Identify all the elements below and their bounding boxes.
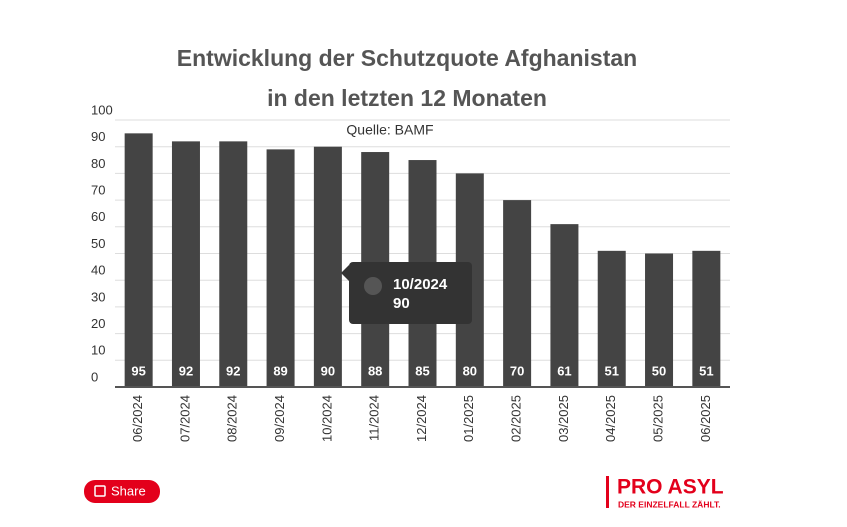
- value-label: 51: [699, 363, 713, 378]
- y-tick-label: 40: [91, 263, 105, 278]
- value-label: 70: [510, 363, 524, 378]
- y-tick-label: 50: [91, 236, 105, 251]
- x-tick-label: 08/2024: [225, 395, 240, 442]
- x-tick-label: 06/2025: [698, 395, 713, 442]
- x-tick-label: 12/2024: [414, 395, 429, 442]
- logo-bar: [606, 476, 609, 508]
- chart-title: Entwicklung der Schutzquote Afghanistan: [177, 45, 637, 71]
- x-tick-label: 02/2025: [509, 395, 524, 442]
- tooltip-arrow: [341, 265, 349, 281]
- tooltip: 10/2024 90: [341, 262, 472, 324]
- bar: [313, 146, 342, 387]
- bar: [597, 250, 626, 387]
- value-label: 50: [652, 363, 666, 378]
- bar: [550, 224, 579, 387]
- y-tick-label: 0: [91, 369, 98, 384]
- bar: [124, 133, 153, 387]
- x-tick-label: 05/2025: [650, 395, 665, 442]
- bar: [503, 200, 532, 387]
- logo: PRO ASYL DER EINZELFALL ZÄHLT.: [606, 476, 724, 509]
- y-tick-label: 100: [91, 102, 113, 117]
- x-tick-label: 03/2025: [556, 395, 571, 442]
- chart-subtitle: Quelle: BAMF: [346, 122, 433, 138]
- value-label: 88: [368, 363, 382, 378]
- bar: [266, 149, 295, 387]
- y-tick-label: 30: [91, 289, 105, 304]
- value-label: 51: [604, 363, 618, 378]
- bar: [692, 250, 721, 387]
- y-tick-label: 10: [91, 343, 105, 358]
- x-tick-label: 10/2024: [319, 395, 334, 442]
- value-label: 80: [463, 363, 477, 378]
- logo-tagline: DER EINZELFALL ZÄHLT.: [618, 499, 721, 509]
- x-tick-label: 11/2024: [367, 395, 382, 441]
- tooltip-bg: [349, 262, 472, 324]
- y-tick-label: 70: [91, 183, 105, 198]
- y-tick-label: 80: [91, 156, 105, 171]
- bar: [171, 141, 200, 387]
- bar: [645, 253, 674, 387]
- value-label: 89: [273, 363, 287, 378]
- value-label: 92: [226, 363, 240, 378]
- bar: [219, 141, 248, 387]
- tooltip-category: 10/2024: [393, 276, 448, 293]
- x-tick-label: 01/2025: [461, 395, 476, 442]
- value-label: 95: [131, 363, 145, 378]
- tooltip-value: 90: [393, 295, 410, 312]
- y-tick-label: 20: [91, 316, 105, 331]
- y-tick-label: 90: [91, 129, 105, 144]
- share-label[interactable]: Share: [111, 483, 146, 498]
- x-tick-label: 06/2024: [130, 395, 145, 442]
- x-tick-label: 09/2024: [272, 395, 287, 442]
- x-tick-label: 04/2025: [603, 395, 618, 442]
- value-label: 90: [321, 363, 335, 378]
- chart-title: in den letzten 12 Monaten: [267, 85, 547, 111]
- share-icon[interactable]: [94, 485, 106, 497]
- value-label: 61: [557, 363, 571, 378]
- share-button[interactable]: Share: [84, 480, 160, 503]
- y-tick-label: 60: [91, 209, 105, 224]
- logo-name: PRO ASYL: [617, 476, 724, 499]
- value-label: 92: [179, 363, 193, 378]
- tooltip-dot: [364, 277, 382, 295]
- value-label: 85: [415, 363, 429, 378]
- x-tick-label: 07/2024: [177, 395, 192, 442]
